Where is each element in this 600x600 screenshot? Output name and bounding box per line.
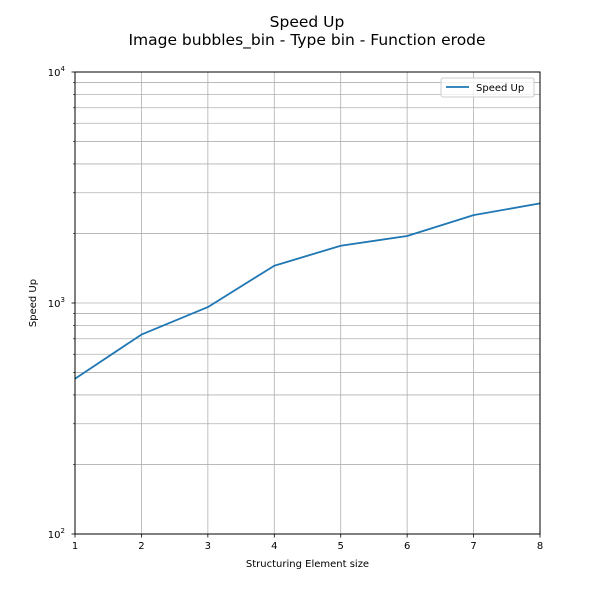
- y-tick-base: 10: [48, 530, 61, 541]
- x-tick-label: 5: [338, 541, 344, 552]
- x-tick-label: 2: [138, 541, 144, 552]
- chart-title: Speed Up: [270, 13, 345, 31]
- y-tick-exponent: 3: [61, 296, 65, 304]
- x-tick-label: 8: [537, 541, 543, 552]
- legend: Speed Up: [440, 77, 535, 98]
- x-tick-label: 7: [470, 541, 476, 552]
- y-tick-exponent: 4: [61, 65, 66, 73]
- y-tick-label: 103: [48, 296, 65, 310]
- legend-label: Speed Up: [476, 83, 524, 94]
- grid: [74, 72, 541, 535]
- legend-box: [440, 77, 535, 98]
- y-tick-base: 10: [48, 68, 61, 79]
- x-tick-label: 1: [72, 541, 78, 552]
- series-line-speed-up: [74, 202, 541, 380]
- x-tick-label: 3: [205, 541, 211, 552]
- y-axis-label: Speed Up: [28, 279, 39, 327]
- y-tick-base: 10: [48, 299, 61, 310]
- chart-subtitle: Image bubbles_bin - Type bin - Function …: [128, 31, 485, 50]
- y-tick-exponent: 2: [61, 527, 65, 535]
- x-axis-ticks: 1 2 3 4 5 6 7 8: [72, 534, 543, 552]
- x-tick-label: 4: [271, 541, 277, 552]
- x-tick-label: 6: [404, 541, 410, 552]
- y-tick-label: 102: [48, 527, 65, 541]
- y-tick-label: 104: [48, 65, 66, 79]
- x-axis-label: Structuring Element size: [246, 559, 369, 570]
